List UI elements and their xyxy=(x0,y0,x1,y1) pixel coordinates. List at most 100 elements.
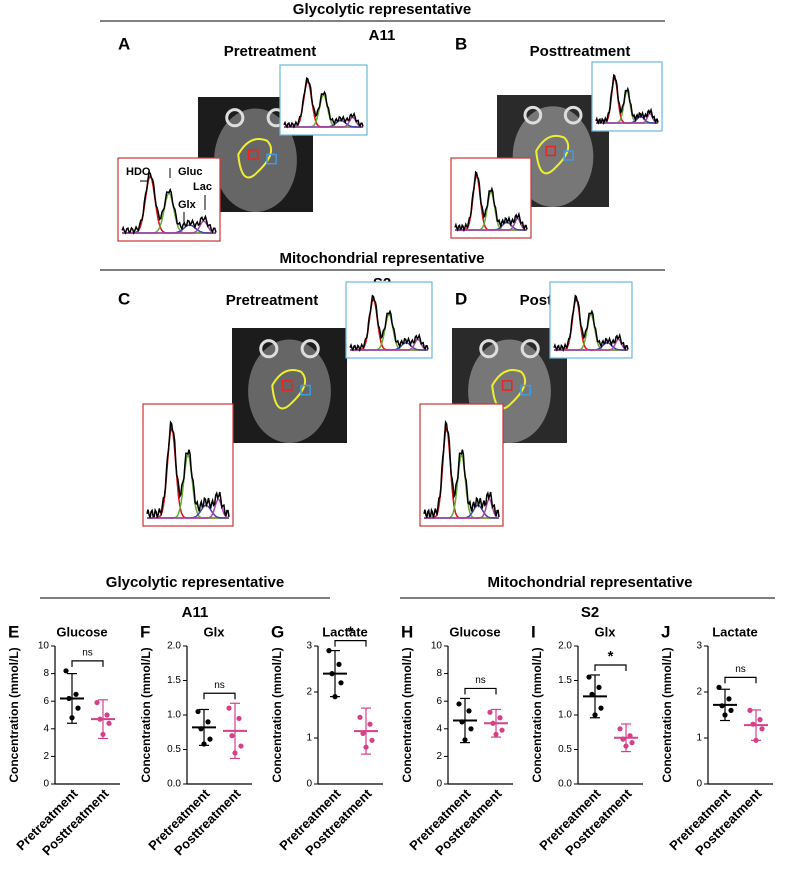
panel-label: E xyxy=(8,622,19,641)
spectrum xyxy=(454,170,528,233)
fit-curve xyxy=(350,338,429,351)
y-tick-label: 1.5 xyxy=(167,675,181,686)
panel-label: C xyxy=(118,289,130,308)
y-tick-label: 6 xyxy=(436,696,442,707)
data-point xyxy=(236,715,242,722)
data-point xyxy=(468,726,474,732)
data-point xyxy=(100,731,106,737)
y-tick-label: 0 xyxy=(306,779,312,790)
significance-bracket xyxy=(334,640,367,647)
significance-label: * xyxy=(608,648,614,665)
y-axis-label: Concentration (mmol/L) xyxy=(530,647,544,782)
peak-label: Gluc xyxy=(178,166,202,178)
significance-label: ns xyxy=(475,675,486,686)
significance-label: ns xyxy=(735,664,746,675)
data-point xyxy=(75,705,81,711)
data-point xyxy=(596,684,602,691)
y-tick-label: 2 xyxy=(43,751,49,762)
y-axis-label: Concentration (mmol/L) xyxy=(660,647,674,782)
spectrum-box xyxy=(591,61,663,132)
data-point xyxy=(493,731,499,737)
data-point xyxy=(326,648,332,654)
data-point xyxy=(229,733,235,739)
peak-label: HDO xyxy=(126,166,151,178)
data-point xyxy=(722,712,728,718)
spectrum xyxy=(146,420,230,518)
data-point xyxy=(753,737,759,743)
data-point xyxy=(627,733,633,739)
spectrum-box xyxy=(345,281,433,359)
y-tick-label: 3 xyxy=(696,641,702,652)
y-tick-label: 2 xyxy=(436,751,442,762)
eye xyxy=(225,108,245,128)
data-point xyxy=(497,715,503,721)
subject: A11 xyxy=(369,27,396,44)
eye xyxy=(259,339,279,359)
data-point xyxy=(459,719,465,725)
y-tick-label: 0 xyxy=(43,779,49,790)
y-tick-label: 2.0 xyxy=(167,641,181,652)
spectrum-box xyxy=(117,157,221,242)
data-point xyxy=(198,726,204,732)
y-tick-label: 0.0 xyxy=(167,779,181,790)
head xyxy=(214,108,297,212)
roi xyxy=(281,380,293,391)
y-tick-label: 2 xyxy=(696,687,702,698)
data-point xyxy=(716,684,722,691)
subject: A11 xyxy=(182,604,209,621)
chart-title: Glx xyxy=(204,624,226,639)
data-point xyxy=(499,727,505,733)
y-tick-label: 0 xyxy=(436,779,442,790)
data-point xyxy=(759,726,765,732)
chart-title: Glucose xyxy=(56,624,107,639)
significance-bracket xyxy=(71,660,104,667)
spectrum xyxy=(121,171,217,235)
panel-label: J xyxy=(661,622,670,641)
y-tick-label: 1.0 xyxy=(167,710,181,721)
head xyxy=(248,339,331,443)
heading: Glycolytic representative xyxy=(106,574,284,591)
chart-title: Lactate xyxy=(322,624,368,639)
fit-curve xyxy=(424,497,500,519)
data-point xyxy=(728,707,734,714)
data-point xyxy=(66,695,72,702)
data-point xyxy=(207,736,213,742)
spectrum xyxy=(349,294,429,352)
chart-title: Glucose xyxy=(449,624,500,639)
data-point xyxy=(195,708,201,715)
significance-bracket xyxy=(724,676,757,684)
fit-curve xyxy=(596,112,659,124)
spectrum xyxy=(595,73,659,126)
y-tick-label: 4 xyxy=(436,723,442,734)
eye xyxy=(300,339,320,359)
y-tick-label: 1.5 xyxy=(558,675,572,686)
data-point xyxy=(69,715,75,721)
y-tick-label: 1.0 xyxy=(558,710,572,721)
data-point xyxy=(201,741,207,747)
data-point xyxy=(490,720,496,726)
significance-bracket xyxy=(594,664,627,671)
eye xyxy=(479,339,499,359)
roi xyxy=(266,153,277,165)
data-point xyxy=(94,699,100,706)
data-point xyxy=(360,730,366,737)
spectrum-box xyxy=(549,281,633,359)
fit-curve xyxy=(122,220,217,234)
y-tick-label: 0.0 xyxy=(558,779,572,790)
head xyxy=(512,106,594,207)
data-point xyxy=(757,717,763,723)
data-point xyxy=(332,694,338,700)
data-point xyxy=(104,712,110,718)
y-tick-label: 0.5 xyxy=(167,744,181,755)
spectrum xyxy=(553,294,629,352)
roi xyxy=(545,145,556,157)
data-point xyxy=(747,707,753,714)
data-point xyxy=(592,712,598,718)
data-point xyxy=(329,671,335,677)
eye xyxy=(563,105,583,125)
fit-curve xyxy=(554,338,629,351)
spectrum-box xyxy=(450,157,532,239)
data-point xyxy=(106,720,112,726)
y-axis-label: Concentration (mmol/L) xyxy=(7,647,21,782)
